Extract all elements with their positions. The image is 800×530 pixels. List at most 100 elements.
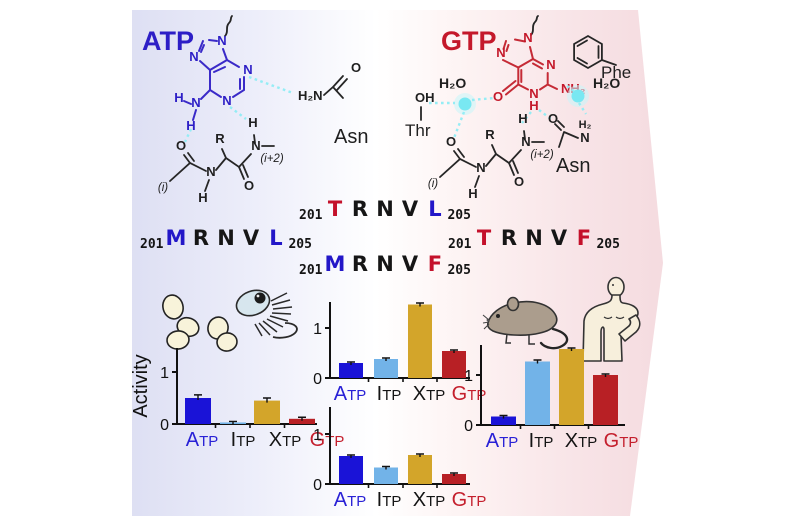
svg-text:H: H bbox=[174, 90, 183, 105]
x-label-itp: ITP bbox=[377, 489, 402, 511]
svg-text:N: N bbox=[251, 138, 260, 153]
asn-fragment: H₂N O Asn bbox=[298, 60, 368, 148]
residue-number-start: 201 bbox=[299, 263, 323, 278]
bar-gtp bbox=[593, 375, 618, 425]
mouse-eye bbox=[496, 314, 500, 318]
x-label-xtp: XTP bbox=[269, 429, 302, 451]
water-molecule-1 bbox=[454, 93, 476, 115]
water-molecule-2 bbox=[567, 85, 589, 107]
x-label-xtp: XTP bbox=[413, 383, 446, 405]
svg-text:(i+2): (i+2) bbox=[260, 153, 283, 165]
svg-text:N: N bbox=[222, 93, 231, 108]
y-tick-label: 0 bbox=[313, 371, 322, 388]
residue-letter: V bbox=[401, 197, 419, 221]
svg-text:H₂: H₂ bbox=[579, 119, 592, 131]
residue-number-end: 205 bbox=[288, 237, 312, 252]
svg-text:O: O bbox=[446, 134, 456, 149]
sequence-mrnvl: 201 M R N V L 205 bbox=[140, 226, 312, 252]
x-label-xtp: XTP bbox=[565, 430, 598, 452]
svg-text:N: N bbox=[243, 62, 252, 77]
y-tick-label: 0 bbox=[464, 418, 473, 435]
y-tick-label: 1 bbox=[313, 321, 322, 338]
atp-binding-diagram: ATP N N N N H N H H₂N O Asn O bbox=[142, 15, 368, 205]
svg-text:OH: OH bbox=[415, 90, 435, 105]
hbond-nh2-water2 bbox=[566, 85, 575, 92]
bar-atp bbox=[185, 398, 211, 424]
human-head bbox=[607, 276, 625, 298]
residue-letter: N bbox=[376, 252, 394, 276]
residue-letter: F bbox=[576, 226, 592, 250]
error-bar-itp bbox=[229, 420, 237, 425]
svg-text:O: O bbox=[351, 60, 361, 75]
residue-letter: R bbox=[351, 197, 369, 221]
error-bar-atp bbox=[499, 414, 508, 419]
error-bar-atp bbox=[194, 394, 202, 400]
error-bar-itp bbox=[382, 465, 390, 470]
sequence-mrnvf: 201 M R N V F 205 bbox=[299, 252, 471, 278]
error-bar-xtp bbox=[263, 397, 271, 403]
bar-atp bbox=[339, 363, 363, 378]
svg-text:(i): (i) bbox=[158, 182, 168, 194]
x-label-xtp: XTP bbox=[413, 489, 446, 511]
x-label-itp: ITP bbox=[231, 429, 256, 451]
error-bar-itp bbox=[533, 359, 542, 364]
svg-text:O: O bbox=[176, 138, 186, 153]
mouse-icon bbox=[482, 296, 569, 350]
asn-fragment: O H₂ N Asn bbox=[548, 111, 592, 177]
chart-1: 0 1 ATP ITP XTP GTP Activity bbox=[130, 328, 344, 460]
sequence-trnvf: 201 T R N V F 205 bbox=[448, 226, 620, 252]
y-tick-label: 1 bbox=[160, 365, 169, 382]
svg-text:R: R bbox=[215, 131, 225, 146]
svg-text:H: H bbox=[198, 190, 207, 205]
bar-xtp bbox=[408, 304, 432, 378]
human-arm bbox=[618, 314, 641, 342]
svg-text:H₂N: H₂N bbox=[298, 88, 323, 103]
svg-text:H: H bbox=[248, 115, 257, 130]
residue-number-end: 205 bbox=[447, 263, 471, 278]
x-label-atp: ATP bbox=[486, 430, 519, 452]
x-label-atp: ATP bbox=[334, 489, 367, 511]
svg-text:N: N bbox=[546, 57, 555, 72]
error-bar-gtp bbox=[450, 472, 458, 476]
x-label-atp: ATP bbox=[334, 383, 367, 405]
y-tick-label: 1 bbox=[313, 427, 322, 444]
bar-atp bbox=[339, 456, 363, 484]
residue-letter: V bbox=[550, 226, 568, 250]
residue-letter: V bbox=[401, 252, 419, 276]
chart-3: 0 1 ATP ITP XTP GTP bbox=[312, 396, 492, 520]
chest-marks bbox=[603, 316, 625, 320]
flagellate-icon bbox=[235, 289, 298, 339]
phe-ring: Phe bbox=[573, 34, 631, 82]
residue-number-end: 205 bbox=[447, 208, 471, 223]
chart-4: 0 1 ATP ITP XTP GTP bbox=[463, 333, 648, 461]
amino-group: H N H bbox=[174, 89, 211, 133]
error-bar-gtp bbox=[298, 416, 306, 421]
residue-letter: F bbox=[427, 252, 443, 276]
error-bar-xtp bbox=[567, 347, 576, 351]
svg-text:N: N bbox=[476, 160, 485, 175]
x-label-atp: ATP bbox=[186, 429, 219, 451]
hbond-n3-backbone bbox=[229, 106, 247, 120]
svg-text:(i+2): (i+2) bbox=[530, 149, 553, 161]
hbond-n1-asn bbox=[248, 75, 294, 95]
gtp-title: GTP bbox=[441, 26, 497, 56]
residue-letter: M bbox=[165, 226, 187, 250]
residue-letter: T bbox=[327, 197, 343, 221]
residue-number-start: 201 bbox=[448, 237, 472, 252]
water1-label: H₂O bbox=[439, 75, 466, 91]
svg-text:N: N bbox=[580, 130, 589, 145]
residue-letter: R bbox=[351, 252, 369, 276]
mouse-body bbox=[486, 300, 558, 336]
whiskers bbox=[482, 314, 490, 330]
residue-letter: N bbox=[525, 226, 543, 250]
mouse-legs bbox=[505, 333, 535, 345]
bar-xtp bbox=[408, 455, 432, 484]
residue-number-start: 201 bbox=[140, 237, 164, 252]
hbond-water2-asn bbox=[577, 102, 588, 115]
atp-title: ATP bbox=[142, 26, 194, 56]
svg-text:H: H bbox=[518, 111, 527, 126]
human-eye bbox=[612, 284, 614, 286]
bar-xtp bbox=[559, 349, 584, 425]
